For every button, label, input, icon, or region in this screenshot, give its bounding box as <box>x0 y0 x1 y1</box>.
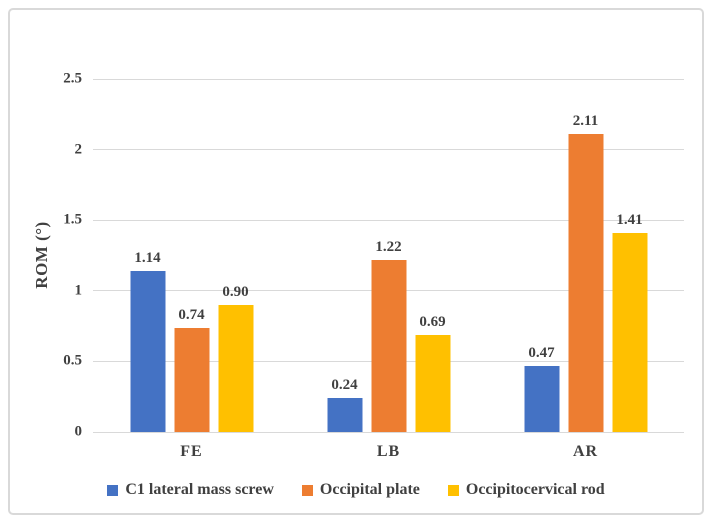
gridline-0 <box>93 431 684 433</box>
bar-value-label: 0.69 <box>419 313 446 330</box>
legend-label: Occipital plate <box>319 481 420 498</box>
bar-FE-occipitocervical-rod: 0.90 <box>218 284 253 432</box>
legend-item-occipitocervical-rod: Occipitocervical rod <box>447 481 605 499</box>
bar-value-label: 2.11 <box>572 113 599 130</box>
bar-group-FE: 1.14 0.74 0.90 <box>130 250 253 432</box>
legend-label: Occipitocervical rod <box>465 481 605 498</box>
y-tick-label-2.5: 2.5 <box>63 70 82 87</box>
bar-LB-occipitocervical-rod: 0.69 <box>415 314 450 432</box>
legend: C1 lateral mass screw Occipital plate Occi… <box>0 481 712 499</box>
bar-value-label: 1.41 <box>616 211 643 228</box>
legend-item-occipital-plate: Occipital plate <box>301 481 420 499</box>
y-axis-title: ROM (°) <box>32 221 51 289</box>
bar-group-AR: 0.47 2.11 1.41 <box>524 113 647 432</box>
bar-value-label: 1.22 <box>375 238 402 255</box>
plot-area: 1.14 0.74 0.90 0.24 1.22 0.69 0.47 2.11 1.41 <box>93 78 684 433</box>
y-tick-label-1: 1 <box>74 282 83 299</box>
legend-swatch-icon <box>107 484 119 496</box>
bar-FE-occipital-plate: 0.74 <box>174 307 209 432</box>
bar-value-label: 0.47 <box>528 344 555 361</box>
y-tick-label-0.5: 0.5 <box>63 352 82 369</box>
gridline-2.5 <box>93 78 684 80</box>
bar-AR-occipital-plate: 2.11 <box>568 113 603 432</box>
bar-value-label: 0.24 <box>331 377 358 394</box>
bar-value-label: 0.90 <box>222 283 249 300</box>
bar-value-label: 0.74 <box>178 306 205 323</box>
bar-LB-c1-lateral-mass-screw: 0.24 <box>327 377 362 432</box>
bar-LB-occipital-plate: 1.22 <box>371 239 406 432</box>
bar-group-LB: 0.24 1.22 0.69 <box>327 239 450 432</box>
bar-AR-occipitocervical-rod: 1.41 <box>612 212 647 432</box>
y-tick-label-1.5: 1.5 <box>63 211 82 228</box>
bar-value-label: 1.14 <box>134 250 161 267</box>
bar-FE-c1-lateral-mass-screw: 1.14 <box>130 250 165 432</box>
legend-item-c1-lateral-mass-screw: C1 lateral mass screw <box>107 481 274 499</box>
x-category-label-LB: LB <box>376 443 401 460</box>
legend-label: C1 lateral mass screw <box>125 481 274 498</box>
x-category-label-AR: AR <box>572 443 599 460</box>
legend-swatch-icon <box>447 484 459 496</box>
gridline-2 <box>93 149 684 151</box>
bar-AR-c1-lateral-mass-screw: 0.47 <box>524 345 559 432</box>
y-tick-label-0: 0 <box>74 423 83 440</box>
gridline-1.5 <box>93 219 684 221</box>
legend-swatch-icon <box>301 484 313 496</box>
x-category-label-FE: FE <box>180 443 203 460</box>
y-tick-label-2: 2 <box>74 141 83 158</box>
